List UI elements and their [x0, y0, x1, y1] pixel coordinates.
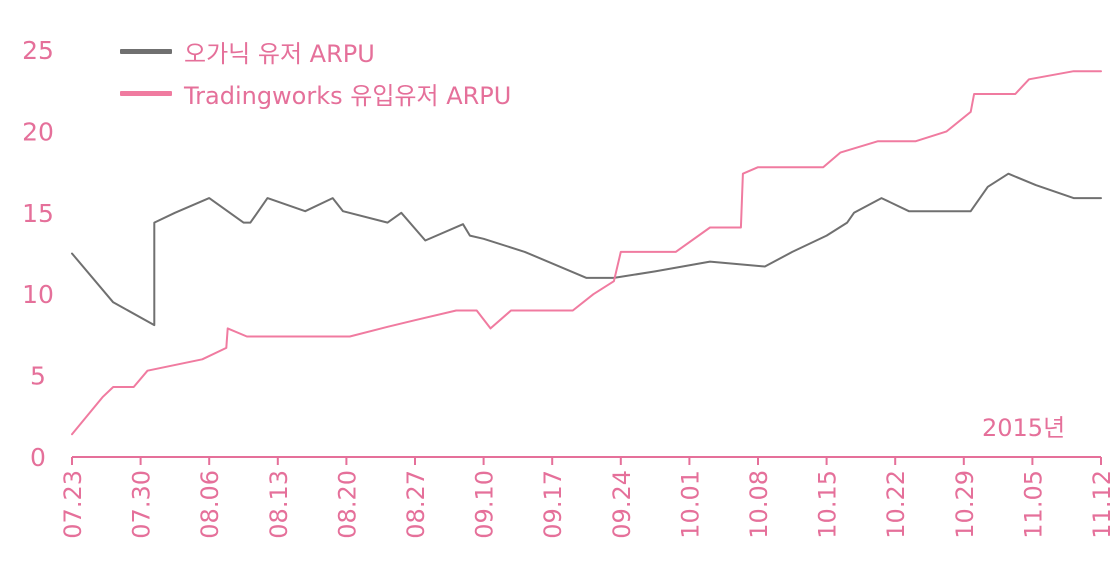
- x-tick-label: 08.06: [196, 470, 224, 539]
- series-line-tradingworks: [71, 70, 1102, 436]
- legend-swatch-organic: [120, 48, 172, 54]
- x-tick-label: 10.15: [814, 470, 842, 539]
- y-tick-label: 25: [22, 36, 54, 65]
- x-tick-label: 10.29: [951, 470, 979, 539]
- legend-item-tradingworks: Tradingworks 유입유저 ARPU: [120, 72, 511, 114]
- x-axis-tick-marks: [71, 457, 1102, 465]
- x-tick-label: 09.10: [471, 470, 499, 539]
- x-tick-label: 11.05: [1019, 470, 1047, 539]
- y-tick-label: 10: [22, 280, 54, 309]
- year-label: 2015년: [982, 414, 1066, 442]
- x-tick-label: 10.01: [676, 470, 704, 539]
- y-axis-tick-labels: 0 5 10 15 20 25: [22, 36, 54, 472]
- chart-legend: 오가닉 유저 ARPU Tradingworks 유입유저 ARPU: [120, 30, 511, 114]
- y-tick-label: 15: [22, 199, 54, 228]
- y-tick-label: 20: [22, 117, 54, 146]
- series-line-organic: [71, 172, 1102, 327]
- x-tick-label: 10.22: [882, 470, 910, 539]
- legend-item-organic: 오가닉 유저 ARPU: [120, 30, 511, 72]
- x-axis-tick-labels: 07.23 07.30 08.06 08.13 08.20 08.27 09.10 09.17…: [59, 470, 1116, 539]
- x-tick-label: 09.17: [539, 470, 567, 539]
- legend-label-organic: 오가닉 유저 ARPU: [184, 39, 375, 68]
- x-tick-label: 08.20: [333, 470, 361, 539]
- legend-swatch-tradingworks: [120, 90, 172, 96]
- y-tick-label: 0: [30, 443, 46, 472]
- legend-label-tradingworks: Tradingworks 유입유저 ARPU: [184, 81, 512, 110]
- x-tick-label: 08.27: [402, 470, 430, 539]
- x-tick-label: 07.30: [128, 470, 156, 539]
- x-tick-label: 10.08: [745, 470, 773, 539]
- x-tick-label: 08.13: [265, 470, 293, 539]
- x-tick-label: 09.24: [608, 470, 636, 539]
- x-tick-label: 11.12: [1088, 470, 1116, 539]
- y-tick-label: 5: [30, 362, 46, 391]
- x-tick-label: 07.23: [59, 470, 87, 539]
- series-lines: [71, 70, 1102, 436]
